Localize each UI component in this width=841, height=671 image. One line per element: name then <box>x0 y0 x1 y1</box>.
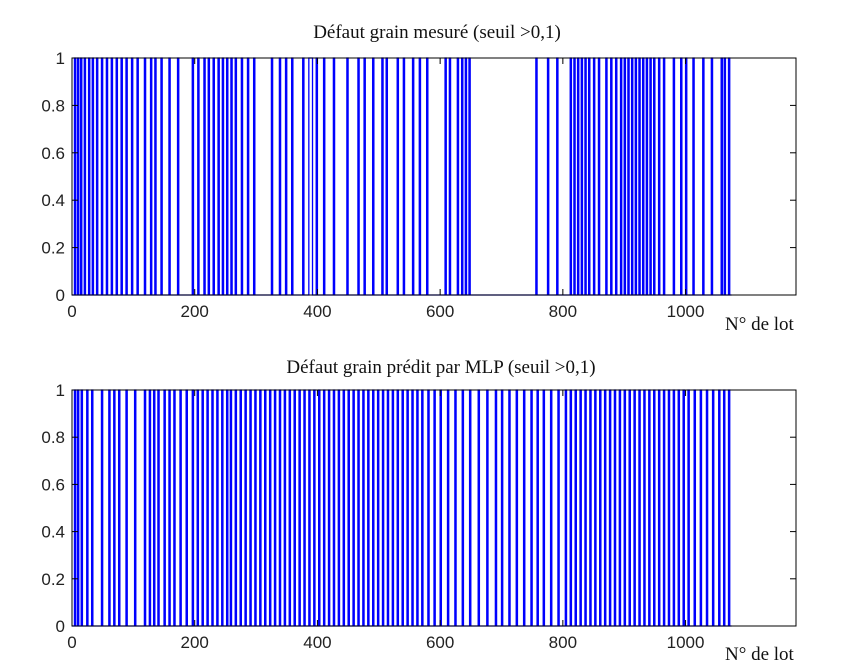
y-tick-label: 0.8 <box>41 428 65 447</box>
y-tick-label: 0.6 <box>41 475 65 494</box>
x-tick-label: 400 <box>303 302 331 321</box>
chart-panel-predicted: Défaut grain prédit par MLP (seuil >0,1)… <box>41 357 797 665</box>
y-tick-label: 0 <box>56 286 65 305</box>
x-axis-ticks: 0 200 400 600 800 1000 <box>67 390 704 652</box>
chart-title: Défaut grain mesuré (seuil >0,1) <box>313 22 561 43</box>
x-tick-label: 1000 <box>667 302 705 321</box>
axes-frame <box>71 389 797 627</box>
x-axis-ticks: 0 200 400 600 800 1000 <box>67 58 704 321</box>
y-tick-label: 0.4 <box>41 191 65 210</box>
x-tick-label: 1000 <box>667 633 705 652</box>
x-tick-label: 800 <box>549 302 577 321</box>
x-tick-label: 800 <box>549 633 577 652</box>
chart-panel-measured: Défaut grain mesuré (seuil >0,1) 0 0.2 0.4… <box>41 22 797 335</box>
x-tick-label: 0 <box>67 302 76 321</box>
x-tick-label: 600 <box>426 302 454 321</box>
y-tick-label: 1 <box>56 49 65 68</box>
chart-title: Défaut grain prédit par MLP (seuil >0,1) <box>286 357 595 378</box>
x-tick-label: 600 <box>426 633 454 652</box>
y-tick-label: 0.2 <box>41 570 65 589</box>
x-axis-label: N° de lot <box>725 644 795 665</box>
y-axis-ticks: 0 0.2 0.4 0.6 0.8 1 <box>41 381 796 636</box>
y-tick-label: 0 <box>56 617 65 636</box>
y-tick-label: 0.6 <box>41 144 65 163</box>
x-tick-label: 200 <box>181 302 209 321</box>
y-tick-label: 0.8 <box>41 96 65 115</box>
y-tick-label: 0.2 <box>41 239 65 258</box>
x-axis-label: N° de lot <box>725 314 795 335</box>
y-tick-label: 0.4 <box>41 523 65 542</box>
x-tick-label: 400 <box>303 633 331 652</box>
axes-frame <box>71 57 797 296</box>
x-tick-label: 0 <box>67 633 76 652</box>
y-tick-label: 1 <box>56 381 65 400</box>
x-tick-label: 200 <box>181 633 209 652</box>
